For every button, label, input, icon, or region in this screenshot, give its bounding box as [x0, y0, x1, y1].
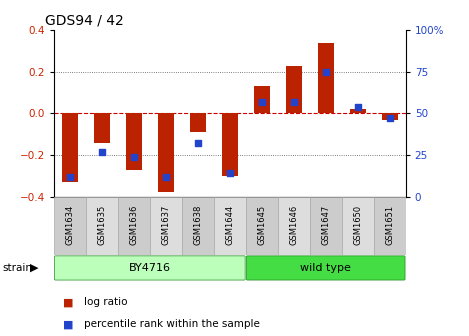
Bar: [94, 114, 110, 142]
Bar: [62, 114, 78, 182]
Text: GDS94 / 42: GDS94 / 42: [45, 13, 123, 28]
Text: wild type: wild type: [300, 263, 351, 273]
Bar: [158, 114, 174, 193]
FancyBboxPatch shape: [54, 256, 245, 280]
Text: log ratio: log ratio: [84, 297, 128, 307]
Text: strain: strain: [2, 263, 32, 273]
Bar: [54, 197, 86, 255]
Text: GSM1650: GSM1650: [353, 205, 362, 245]
Bar: [254, 86, 270, 114]
Text: percentile rank within the sample: percentile rank within the sample: [84, 319, 260, 329]
Bar: [126, 114, 142, 170]
Text: ■: ■: [63, 319, 74, 329]
Bar: [318, 43, 334, 114]
Point: [98, 149, 106, 154]
Bar: [350, 109, 366, 114]
Point: [386, 116, 393, 121]
Bar: [374, 197, 406, 255]
Bar: [246, 197, 278, 255]
Bar: [214, 197, 246, 255]
Text: ▶: ▶: [30, 263, 38, 273]
Point: [354, 104, 362, 110]
Bar: [222, 114, 238, 176]
Text: GSM1635: GSM1635: [98, 205, 106, 245]
Point: [130, 154, 137, 159]
Bar: [182, 197, 214, 255]
Point: [162, 174, 170, 179]
Text: GSM1644: GSM1644: [225, 205, 234, 245]
Text: GSM1636: GSM1636: [129, 205, 138, 245]
Text: GSM1645: GSM1645: [257, 205, 266, 245]
Text: GSM1637: GSM1637: [161, 205, 170, 245]
Text: GSM1651: GSM1651: [385, 205, 394, 245]
Bar: [190, 114, 206, 132]
Bar: [278, 197, 310, 255]
Bar: [382, 114, 398, 120]
FancyBboxPatch shape: [246, 256, 405, 280]
Bar: [342, 197, 374, 255]
Text: GSM1646: GSM1646: [289, 205, 298, 245]
Text: BY4716: BY4716: [129, 263, 171, 273]
Point: [322, 69, 330, 75]
Point: [194, 141, 202, 146]
Point: [226, 171, 234, 176]
Point: [258, 99, 265, 104]
Bar: [118, 197, 150, 255]
Point: [290, 99, 297, 104]
Text: ■: ■: [63, 297, 74, 307]
Bar: [150, 197, 182, 255]
Text: GSM1647: GSM1647: [321, 205, 330, 245]
Text: GSM1638: GSM1638: [193, 205, 202, 245]
Bar: [286, 66, 302, 114]
Bar: [310, 197, 342, 255]
Text: GSM1634: GSM1634: [65, 205, 75, 245]
Bar: [86, 197, 118, 255]
Point: [66, 174, 74, 179]
